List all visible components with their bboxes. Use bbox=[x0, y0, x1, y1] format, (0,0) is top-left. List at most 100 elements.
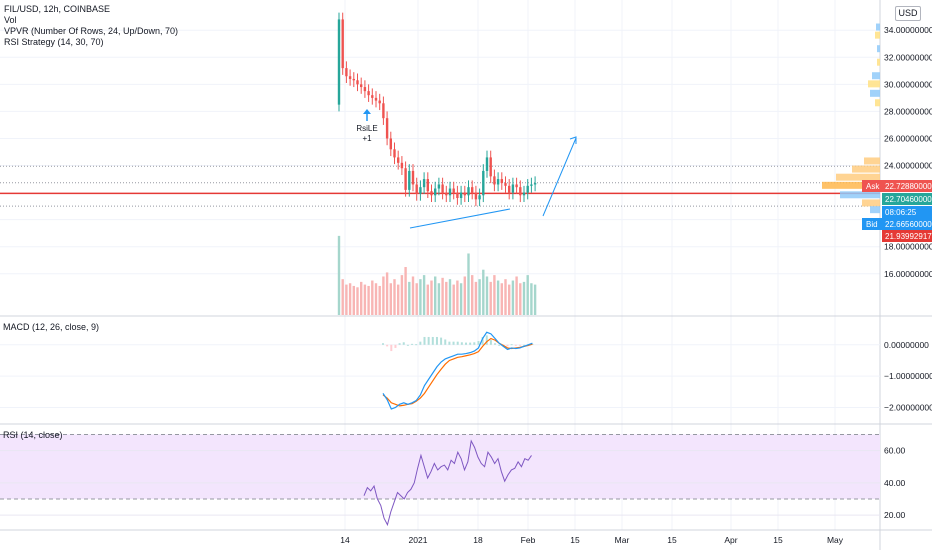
macd-histogram-bar bbox=[506, 344, 509, 347]
candle-body bbox=[485, 157, 489, 171]
macd-pane-label[interactable]: MACD (12, 26, close, 9) bbox=[3, 322, 100, 332]
volume-bar bbox=[341, 279, 344, 315]
candle-body bbox=[478, 195, 481, 200]
volume-bar bbox=[415, 283, 418, 315]
price-badge-tag-text: Bid bbox=[866, 220, 878, 229]
candle-body bbox=[367, 91, 370, 96]
candle-body bbox=[459, 192, 463, 198]
candle-body bbox=[385, 118, 389, 139]
macd-tick-label: −2.00000000 bbox=[884, 402, 932, 412]
macd-histogram-bar bbox=[514, 344, 517, 346]
macd-histogram-bar bbox=[435, 336, 438, 345]
volume-bar bbox=[374, 283, 378, 315]
volume-bar bbox=[393, 279, 396, 315]
vpvr-indicator-label[interactable]: VPVR (Number Of Rows, 24, Up/Down, 70) bbox=[4, 26, 179, 36]
candle-body bbox=[467, 187, 470, 196]
rsile-sub-label: +1 bbox=[362, 134, 372, 143]
macd-histogram-bar bbox=[481, 336, 484, 345]
vol-indicator-label[interactable]: Vol bbox=[4, 15, 17, 25]
rsi-tick-label: 40.00 bbox=[884, 478, 906, 488]
volume-bar bbox=[408, 281, 411, 315]
volume-bar bbox=[452, 284, 455, 315]
price-badge bbox=[882, 180, 932, 192]
volume-bar bbox=[526, 275, 529, 315]
macd-histogram-bar bbox=[489, 340, 492, 345]
macd-histogram-bar bbox=[518, 344, 521, 346]
volume-bar bbox=[508, 284, 511, 315]
macd-histogram-bar bbox=[419, 341, 422, 345]
candle-body bbox=[463, 192, 466, 196]
volume-bar bbox=[511, 280, 515, 315]
macd-histogram-bar bbox=[510, 344, 513, 346]
candle-body bbox=[419, 187, 422, 194]
price-badge-text: 21.93992917 bbox=[885, 232, 932, 241]
price-badge-text: 22.70460000 bbox=[885, 195, 932, 204]
candle-body bbox=[345, 68, 348, 77]
vpvr-bar bbox=[864, 157, 880, 165]
currency-button[interactable]: USD bbox=[895, 6, 921, 21]
candle-body bbox=[352, 78, 355, 81]
price-tick-label: 30.00000000 bbox=[884, 79, 932, 89]
candle-body bbox=[348, 76, 352, 79]
candle-body bbox=[493, 176, 496, 185]
candle-body bbox=[448, 188, 452, 196]
vpvr-bar bbox=[862, 199, 880, 207]
volume-bar bbox=[397, 284, 400, 315]
candle-body bbox=[426, 179, 429, 192]
candle-body bbox=[437, 184, 441, 189]
macd-histogram-bar bbox=[444, 339, 447, 345]
price-badge-text: 22.66560000 bbox=[885, 220, 932, 229]
vpvr-bar bbox=[877, 58, 880, 66]
macd-histogram-bar bbox=[456, 341, 459, 345]
volume-bar bbox=[530, 283, 533, 315]
rsi-strategy-label[interactable]: RSI Strategy (14, 30, 70) bbox=[4, 37, 104, 47]
candle-body bbox=[496, 179, 500, 185]
volume-bar bbox=[519, 283, 522, 315]
candle-body bbox=[519, 187, 522, 196]
volume-bar bbox=[489, 281, 492, 315]
volume-bar bbox=[422, 275, 426, 315]
vpvr-bar bbox=[872, 72, 880, 80]
macd-histogram-bar bbox=[465, 342, 467, 345]
rsi-line bbox=[363, 439, 532, 527]
symbol-title[interactable]: FIL/USD, 12h, COINBASE bbox=[4, 4, 111, 14]
projection-arrow-head bbox=[569, 136, 577, 144]
volume-bar bbox=[474, 281, 478, 315]
volume-bar bbox=[459, 283, 463, 315]
macd-tick-label: −1.00000000 bbox=[884, 371, 932, 381]
macd-histogram-bar bbox=[398, 343, 401, 345]
vpvr-bar bbox=[868, 80, 880, 88]
candle-body bbox=[397, 157, 400, 163]
macd-histogram-bar bbox=[452, 341, 455, 345]
vpvr-bar bbox=[875, 99, 880, 107]
price-badge-tag bbox=[862, 218, 882, 230]
volume-bar bbox=[471, 275, 474, 315]
candle-body bbox=[508, 185, 511, 193]
volume-bar bbox=[385, 272, 389, 315]
volume-bar bbox=[404, 267, 407, 315]
macd-histogram-bar bbox=[394, 344, 397, 348]
macd-histogram-bar bbox=[431, 336, 434, 345]
projection-arrow-line bbox=[542, 137, 577, 217]
candle-body bbox=[415, 184, 418, 194]
rsi-pane-label[interactable]: RSI (14, close) bbox=[3, 430, 63, 440]
macd-histogram-bar bbox=[402, 342, 405, 345]
candle-body bbox=[411, 170, 415, 185]
vpvr-bar bbox=[836, 173, 880, 181]
price-tick-label: 24.00000000 bbox=[884, 161, 932, 171]
volume-bar bbox=[441, 277, 444, 315]
candle-body bbox=[471, 187, 474, 193]
volume-bar bbox=[426, 284, 429, 315]
macd-histogram-bar bbox=[406, 344, 409, 346]
candle-body bbox=[400, 162, 404, 169]
vpvr-bar bbox=[875, 31, 880, 39]
volume-bar bbox=[411, 276, 415, 315]
price-badge-tag-text: Ask bbox=[866, 182, 880, 191]
volume-bar bbox=[448, 279, 452, 315]
time-tick-label: Feb bbox=[521, 535, 536, 545]
macd-histogram-bar bbox=[460, 342, 463, 345]
candle-body bbox=[363, 87, 367, 92]
volume-bar bbox=[504, 279, 507, 315]
volume-bar bbox=[360, 281, 363, 315]
